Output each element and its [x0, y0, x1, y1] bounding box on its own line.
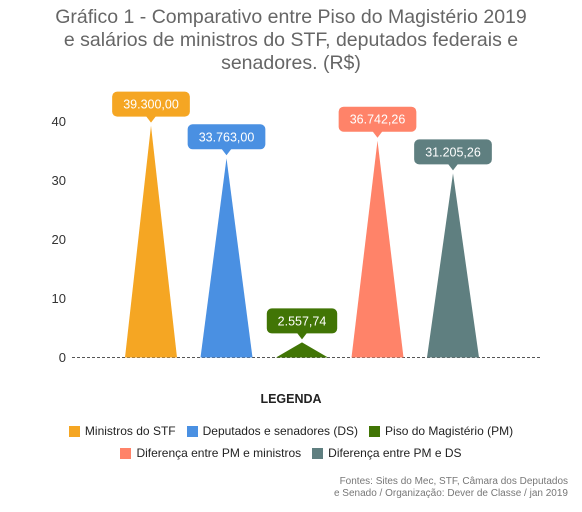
- legend-item-ministros[interactable]: Ministros do STF: [68, 424, 176, 438]
- bar-mark: [200, 158, 253, 358]
- data-label-pointer: [146, 116, 156, 123]
- legend-item-diferenca-ds[interactable]: Diferença entre PM e DS: [312, 446, 462, 460]
- data-label-pointer: [448, 163, 458, 171]
- bar-mark: [351, 140, 404, 358]
- y-tick-label: 30: [52, 173, 66, 188]
- data-label: 2.557,74: [278, 314, 327, 328]
- legend-row: Ministros do STF Deputados e senadores (…: [0, 424, 582, 438]
- legend-label: Deputados e senadores (DS): [202, 424, 359, 438]
- chart-title-line-3: senadores. (R$): [221, 52, 361, 74]
- legend-label: Ministros do STF: [84, 424, 176, 438]
- legend-swatch: [369, 425, 381, 437]
- bar-mark: [427, 173, 479, 358]
- legend-item-deputados[interactable]: Deputados e senadores (DS): [186, 424, 359, 438]
- bar-mark: [125, 125, 177, 358]
- legend-row: Diferença entre PM e ministros Diferença…: [0, 446, 582, 460]
- source-note-line-2: e Senado / Organização: Dever de Classe …: [333, 488, 568, 499]
- data-label-pointer: [221, 148, 232, 156]
- y-tick-label: 40: [52, 114, 66, 129]
- y-tick-label: 20: [52, 232, 66, 247]
- legend-title: LEGENDA: [260, 392, 322, 406]
- data-label-box: [266, 308, 338, 334]
- legend-swatch: [312, 447, 324, 459]
- legend-swatch: [120, 447, 132, 459]
- chart-title: Gráfico 1 - Comparativo entre Piso do Ma…: [0, 6, 582, 75]
- legend-label: Piso do Magistério (PM): [385, 424, 514, 438]
- chart-title-line-2: e salários de ministros do STF, deputado…: [63, 29, 519, 51]
- source-note-line-1: Fontes: Sites do Mec, STF, Câmara dos De…: [339, 476, 568, 487]
- data-label-box: [112, 91, 190, 117]
- legend-item-piso[interactable]: Piso do Magistério (PM): [369, 424, 513, 438]
- chart-title-line-1: Gráfico 1 - Comparativo entre Piso do Ma…: [55, 6, 527, 28]
- data-label-box: [187, 124, 266, 150]
- data-label-box: [338, 106, 417, 132]
- data-label-pointer: [297, 332, 307, 340]
- data-label: 33.763,00: [199, 130, 255, 144]
- legend-label: Diferença entre PM e DS: [328, 446, 462, 460]
- legend-swatch: [186, 425, 198, 437]
- y-tick-label: 0: [59, 350, 66, 365]
- bar-mark: [276, 342, 328, 358]
- data-label: 39.300,00: [123, 98, 179, 112]
- legend-item-diferenca-ministros[interactable]: Diferença entre PM e ministros: [120, 446, 301, 460]
- data-label-pointer: [372, 131, 383, 138]
- data-label: 36.742,26: [350, 113, 406, 127]
- legend-label: Diferença entre PM e ministros: [136, 446, 302, 460]
- data-label: 31.205,26: [425, 145, 481, 159]
- source-note: Fontes: Sites do Mec, STF, Câmara dos De…: [300, 476, 568, 500]
- data-label-box: [414, 139, 492, 165]
- y-tick-label: 10: [52, 291, 66, 306]
- legend-swatch: [68, 425, 80, 437]
